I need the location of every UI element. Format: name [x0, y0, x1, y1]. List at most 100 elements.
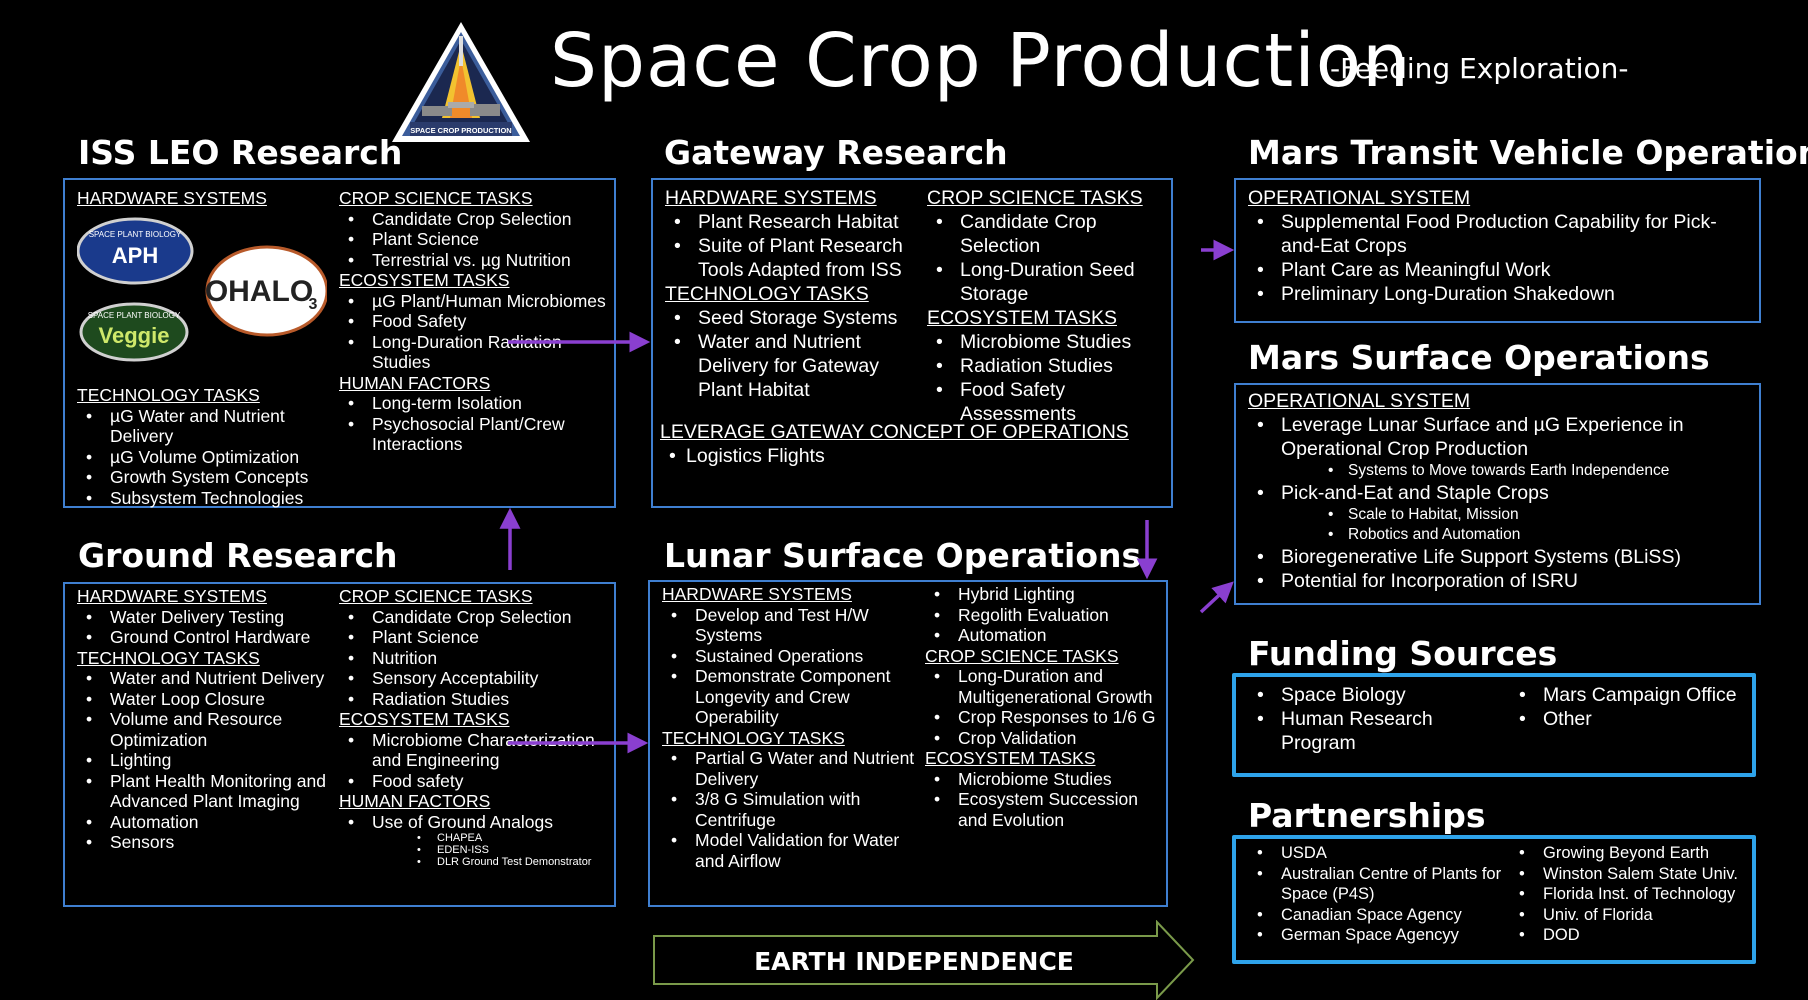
iss-left-col: HARDWARE SYSTEMS SPACE PLANT BIOLOGY APH… — [76, 188, 329, 509]
list-item: Plant Science — [339, 627, 611, 648]
funding-box: Space Biology Human Research Program Mar… — [1232, 673, 1756, 777]
gateway-crop-list: Candidate Crop Selection Long-Duration S… — [927, 210, 1172, 306]
lunar-eco-list: Microbiome Studies Ecosystem Succession … — [925, 769, 1165, 831]
list-item: Potential for Incorporation of ISRU — [1248, 569, 1753, 593]
ground-crop-header: CROP SCIENCE TASKS — [339, 586, 533, 606]
list-item-text: Use of Ground Analogs — [372, 811, 553, 832]
list-item: Demonstrate Component Longevity and Crew… — [662, 666, 924, 728]
iss-title: ISS LEO Research — [78, 133, 403, 172]
funding-list-1: Space Biology Human Research Program — [1248, 683, 1508, 755]
list-item: Hybrid Lighting — [925, 584, 1165, 605]
transit-title: Mars Transit Vehicle Operations — [1248, 133, 1808, 172]
gateway-left-col: HARDWARE SYSTEMS Plant Research Habitat … — [665, 186, 923, 402]
list-item: USDA — [1248, 843, 1510, 864]
gateway-hardware-header: HARDWARE SYSTEMS — [665, 187, 877, 209]
list-item: Automation — [925, 625, 1165, 646]
earth-independence-arrow: EARTH INDEPENDENCE — [653, 920, 1195, 1000]
list-item: Radiation Studies — [339, 689, 611, 710]
list-item: Suite of Plant Research Tools Adapted fr… — [665, 234, 923, 282]
list-item: Partial G Water and Nutrient Delivery — [662, 748, 924, 789]
list-item: Plant Research Habitat — [665, 210, 923, 234]
gateway-leverage-list: Logistics Flights — [660, 444, 1160, 468]
iss-right-col: CROP SCIENCE TASKS Candidate Crop Select… — [339, 188, 609, 455]
sub-list: Scale to Habitat, Mission Robotics and A… — [1248, 505, 1753, 545]
list-item: Plant Science — [339, 229, 609, 250]
mars-surface-col: OPERATIONAL SYSTEM Leverage Lunar Surfac… — [1248, 389, 1753, 593]
partnerships-title: Partnerships — [1248, 796, 1486, 835]
list-item: Growing Beyond Earth — [1510, 843, 1750, 864]
funding-col-1: Space Biology Human Research Program — [1248, 683, 1508, 755]
list-item: Pick-and-Eat and Staple Crops Scale to H… — [1248, 481, 1753, 545]
gateway-eco-list: Microbiome Studies Radiation Studies Foo… — [927, 330, 1172, 426]
list-item: µG Plant/Human Microbiomes — [339, 291, 609, 312]
veggie-logo-top-text: SPACE PLANT BIOLOGY — [88, 311, 181, 320]
aph-logo-top-text: SPACE PLANT BIOLOGY — [89, 230, 182, 239]
iss-hardware-header: HARDWARE SYSTEMS — [77, 188, 267, 208]
ground-eco-header: ECOSYSTEM TASKS — [339, 709, 510, 729]
list-item: Water Loop Closure — [77, 689, 339, 710]
iss-technology-list: µG Water and Nutrient Delivery µG Volume… — [77, 406, 327, 509]
lunar-technology-header: TECHNOLOGY TASKS — [662, 727, 845, 748]
list-item: Univ. of Florida — [1510, 905, 1750, 926]
list-item: Long-term Isolation — [339, 393, 609, 414]
partnerships-col-1: USDA Australian Centre of Plants for Spa… — [1248, 843, 1510, 946]
list-item: Bioregenerative Life Support Systems (BL… — [1248, 545, 1753, 569]
gateway-box: HARDWARE SYSTEMS Plant Research Habitat … — [651, 178, 1173, 508]
lunar-left-col: HARDWARE SYSTEMS Develop and Test H/W Sy… — [662, 584, 924, 871]
sub-list-item: EDEN-ISS — [339, 844, 611, 856]
list-item: Long-Duration Seed Storage — [927, 258, 1172, 306]
list-item: Water Delivery Testing — [77, 607, 339, 628]
lunar-hardware-header: HARDWARE SYSTEMS — [662, 584, 852, 604]
list-item: Radiation Studies — [927, 354, 1172, 378]
aph-logo-text: APH — [112, 243, 158, 268]
iss-eco-header: ECOSYSTEM TASKS — [339, 270, 510, 290]
gateway-eco-header: ECOSYSTEM TASKS — [927, 307, 1117, 329]
arrow-lunar-to-mars — [1199, 581, 1234, 614]
ohalo-logo-text: OHALO — [205, 275, 313, 308]
iss-human-header: HUMAN FACTORS — [339, 372, 491, 393]
gateway-leverage-header: LEVERAGE GATEWAY CONCEPT OF OPERATIONS — [660, 421, 1129, 443]
list-item: µG Volume Optimization — [77, 447, 327, 468]
space-crop-production-logo: SPACE CROP PRODUCTION — [392, 22, 530, 142]
funding-list-2: Mars Campaign Office Other — [1510, 683, 1750, 731]
list-item: Food safety — [339, 771, 611, 792]
list-item: Australian Centre of Plants for Space (P… — [1248, 864, 1510, 905]
list-item: Mars Campaign Office — [1510, 683, 1750, 707]
gateway-technology-header: TECHNOLOGY TASKS — [665, 283, 869, 305]
list-item: Growth System Concepts — [77, 467, 327, 488]
sub-list-item: Robotics and Automation — [1248, 525, 1753, 545]
sub-list: Systems to Move towards Earth Independen… — [1248, 461, 1753, 481]
list-item: Logistics Flights — [660, 444, 1160, 468]
ground-title: Ground Research — [78, 536, 398, 575]
veggie-logo — [79, 302, 189, 361]
list-item: Nutrition — [339, 648, 611, 669]
list-item: Candidate Crop Selection — [339, 607, 611, 628]
mars-surface-op-header: OPERATIONAL SYSTEM — [1248, 390, 1471, 412]
lunar-box: HARDWARE SYSTEMS Develop and Test H/W Sy… — [648, 580, 1168, 907]
list-item: Lighting — [77, 750, 339, 771]
list-item: Leverage Lunar Surface and µG Experience… — [1248, 413, 1753, 481]
list-item: Plant Health Monitoring and Advanced Pla… — [77, 771, 339, 812]
hardware-logos: SPACE PLANT BIOLOGY APH SPACE PLANT BIOL… — [76, 217, 329, 361]
lunar-crop-list: Long-Duration and Multigenerational Grow… — [925, 666, 1165, 748]
lunar-hardware-list: Develop and Test H/W Systems Sustained O… — [662, 605, 924, 728]
lunar-title: Lunar Surface Operations — [664, 536, 1142, 575]
iss-eco-list: µG Plant/Human Microbiomes Food Safety L… — [339, 291, 609, 373]
ground-crop-list: Candidate Crop Selection Plant Science N… — [339, 607, 611, 710]
transit-box: OPERATIONAL SYSTEM Supplemental Food Pro… — [1234, 178, 1761, 323]
list-item: Sustained Operations — [662, 646, 924, 667]
earth-independence-label: EARTH INDEPENDENCE — [754, 947, 1074, 976]
aph-logo — [76, 217, 194, 284]
funding-col-2: Mars Campaign Office Other — [1510, 683, 1750, 731]
gateway-right-col: CROP SCIENCE TASKS Candidate Crop Select… — [927, 186, 1172, 426]
lunar-eco-header: ECOSYSTEM TASKS — [925, 748, 1096, 768]
list-item: Crop Validation — [925, 728, 1165, 749]
list-item: Crop Responses to 1/6 G — [925, 707, 1165, 728]
list-item: Water and Nutrient Delivery — [77, 668, 339, 689]
gateway-hardware-list: Plant Research Habitat Suite of Plant Re… — [665, 210, 923, 282]
lunar-technology-list: Partial G Water and Nutrient Delivery 3/… — [662, 748, 924, 871]
list-item-text: Pick-and-Eat and Staple Crops — [1281, 482, 1549, 504]
list-item: Space Biology — [1248, 683, 1508, 707]
list-item: Ground Control Hardware — [77, 627, 339, 648]
list-item: Canadian Space Agency — [1248, 905, 1510, 926]
